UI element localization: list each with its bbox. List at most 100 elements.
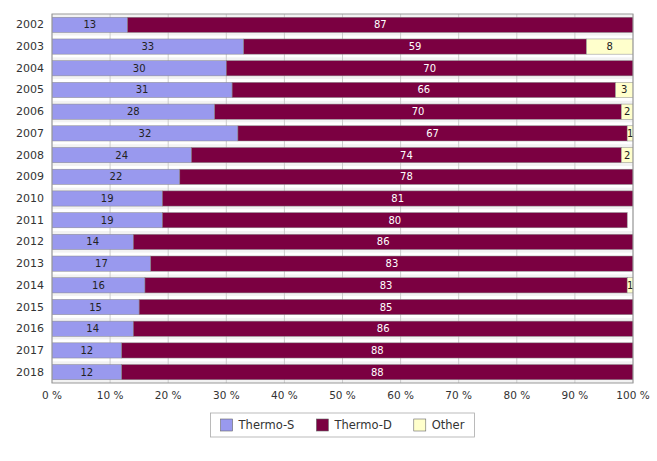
- bar-segment: [52, 343, 122, 358]
- bar-segment: [52, 278, 145, 293]
- bar-segment: [191, 147, 621, 162]
- bars: [52, 17, 633, 379]
- legend-frame: [211, 413, 475, 437]
- data-label: 2: [624, 106, 630, 117]
- data-label: 83: [386, 258, 399, 269]
- bar-segment: [244, 39, 587, 54]
- legend-swatch: [221, 419, 233, 431]
- y-axis: 2002200320042005200620072008200920102011…: [16, 18, 44, 378]
- data-label: 19: [101, 193, 114, 204]
- data-label: 83: [380, 280, 393, 291]
- bar-segment: [122, 365, 633, 380]
- data-label: 66: [417, 84, 430, 95]
- bar-segment: [145, 278, 627, 293]
- data-label: 86: [377, 236, 390, 247]
- legend-label: Other: [432, 418, 465, 432]
- bar-segment: [215, 104, 622, 119]
- bar-segment: [52, 299, 139, 314]
- row-stripe: [52, 14, 633, 36]
- bar-segment: [139, 299, 633, 314]
- x-tick-label: 80 %: [503, 389, 530, 401]
- x-axis: 0 %10 %20 %30 %40 %50 %60 %70 %80 %90 %1…: [42, 389, 650, 401]
- data-label: 14: [86, 236, 99, 247]
- x-tick-label: 0 %: [42, 389, 62, 401]
- legend: Thermo-S Thermo-D Other: [211, 413, 475, 437]
- y-tick-label: 2018: [16, 366, 44, 379]
- y-tick-label: 2011: [16, 214, 44, 227]
- row-stripe: [52, 318, 633, 340]
- data-label: 87: [374, 19, 387, 30]
- plot-frame: [52, 14, 633, 383]
- data-label: 32: [139, 128, 152, 139]
- data-label: 30: [133, 63, 146, 74]
- row-stripe: [52, 296, 633, 318]
- y-tick-label: 2013: [16, 257, 44, 270]
- bar-segment: [133, 234, 633, 249]
- x-tick-label: 50 %: [329, 389, 356, 401]
- legend-item: Thermo-D: [316, 418, 392, 432]
- data-label: 12: [80, 367, 93, 378]
- data-label: 70: [423, 63, 436, 74]
- bar-segment: [616, 82, 633, 97]
- bar-segment: [226, 61, 633, 76]
- y-tick-label: 2010: [16, 192, 44, 205]
- y-tick-label: 2014: [16, 279, 44, 292]
- bar-segment: [52, 82, 232, 97]
- bar-segment: [162, 191, 633, 206]
- data-labels: 1387335983070316632870232671247422278198…: [80, 19, 633, 377]
- data-label: 88: [371, 367, 384, 378]
- bar-segment: [52, 61, 226, 76]
- x-tick-label: 60 %: [387, 389, 414, 401]
- bar-segment: [52, 321, 133, 336]
- row-stripe: [52, 101, 633, 123]
- data-label: 28: [127, 106, 140, 117]
- data-label: 1: [627, 128, 633, 139]
- bar-segment: [587, 39, 633, 54]
- legend-label: Thermo-D: [333, 418, 392, 432]
- data-label: 85: [380, 302, 393, 313]
- bar-segment: [621, 147, 633, 162]
- data-label: 3: [621, 84, 627, 95]
- y-tick-label: 2007: [16, 127, 44, 140]
- bar-segment: [151, 256, 633, 271]
- chart: 1387335983070316632870232671247422278198…: [0, 0, 657, 461]
- legend-item: Other: [414, 418, 465, 432]
- bar-segment: [627, 278, 633, 293]
- bar-segment: [162, 213, 627, 228]
- data-label: 19: [101, 215, 114, 226]
- data-label: 31: [136, 84, 149, 95]
- bar-segment: [122, 343, 633, 358]
- row-stripe: [52, 166, 633, 188]
- bar-segment: [52, 365, 122, 380]
- bar-segment: [238, 126, 627, 141]
- data-label: 80: [388, 215, 401, 226]
- data-label: 1: [627, 280, 633, 291]
- data-label: 12: [80, 345, 93, 356]
- data-label: 16: [92, 280, 105, 291]
- bar-segment: [52, 39, 244, 54]
- legend-item: Thermo-S: [221, 418, 295, 432]
- data-label: 8: [607, 41, 613, 52]
- row-stripe: [52, 57, 633, 79]
- bar-segment: [128, 17, 633, 32]
- bar-segment: [180, 169, 633, 184]
- bar-segment: [133, 321, 633, 336]
- bar-segment: [52, 147, 191, 162]
- bar-segment: [52, 213, 162, 228]
- row-stripe: [52, 79, 633, 101]
- bar-segment: [52, 191, 162, 206]
- data-label: 59: [409, 41, 422, 52]
- bar-segment: [52, 17, 128, 32]
- row-stripe: [52, 274, 633, 296]
- y-tick-label: 2015: [16, 301, 44, 314]
- bar-segment: [627, 213, 628, 228]
- bar-segment: [52, 126, 238, 141]
- data-label: 24: [115, 150, 128, 161]
- data-label: 15: [89, 302, 102, 313]
- y-tick-label: 2005: [16, 83, 44, 96]
- data-label: 88: [371, 345, 384, 356]
- data-label: 78: [400, 171, 413, 182]
- data-label: 86: [377, 323, 390, 334]
- row-stripe: [52, 36, 633, 58]
- x-tick-label: 70 %: [445, 389, 472, 401]
